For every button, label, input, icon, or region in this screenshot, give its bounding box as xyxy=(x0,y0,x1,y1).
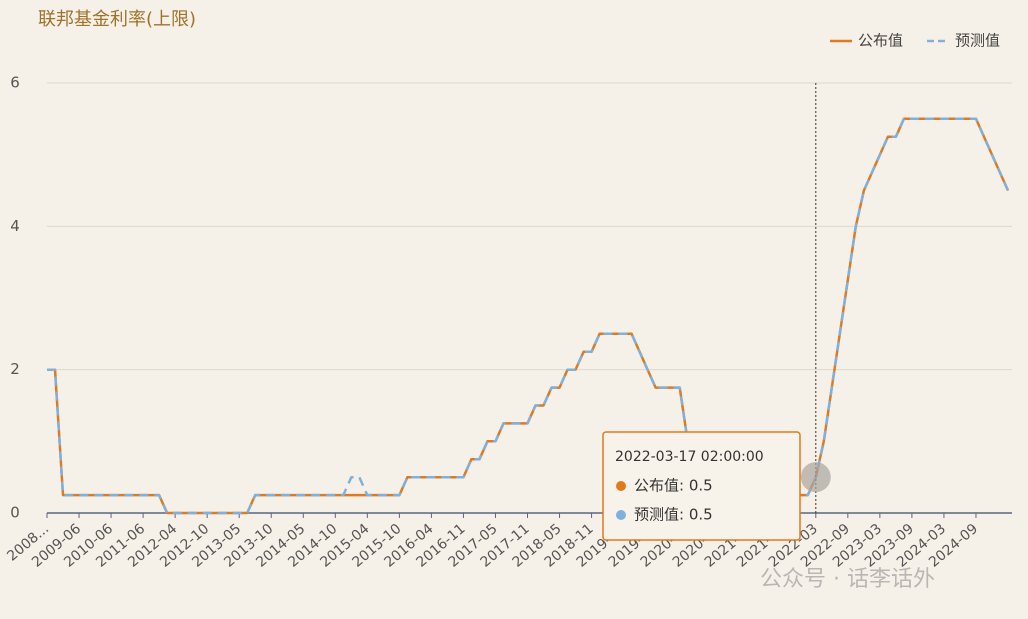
tooltip-dot xyxy=(616,510,626,520)
tooltip-row: 预测值: 0.5 xyxy=(634,506,713,524)
chart-title: 联邦基金利率(上限) xyxy=(38,9,196,30)
y-tick-label: 4 xyxy=(10,217,20,235)
tooltip-box xyxy=(602,431,801,541)
legend-label: 公布值 xyxy=(858,32,903,50)
y-tick-label: 2 xyxy=(10,360,20,378)
tooltip: 2022-03-17 02:00:00 公布值: 0.5 预测值: 0.5 xyxy=(602,431,801,541)
tooltip-dot xyxy=(616,481,626,491)
y-tick-label: 6 xyxy=(10,74,20,92)
tooltip-title: 2022-03-17 02:00:00 xyxy=(615,449,764,465)
y-tick-label: 0 xyxy=(10,504,20,522)
legend-label: 预测值 xyxy=(955,32,1000,50)
hover-point xyxy=(800,462,831,493)
tooltip-row: 公布值: 0.5 xyxy=(634,477,713,495)
watermark: 公众号 · 话李话外 xyxy=(760,567,935,592)
series-line xyxy=(47,117,1010,515)
